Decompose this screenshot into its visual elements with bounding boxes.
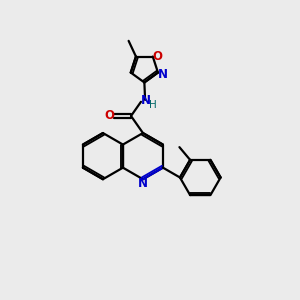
Text: O: O: [152, 50, 162, 63]
Text: H: H: [149, 100, 157, 110]
Text: O: O: [104, 110, 115, 122]
Text: N: N: [141, 94, 151, 107]
Text: N: N: [158, 68, 168, 81]
Text: N: N: [138, 177, 148, 190]
